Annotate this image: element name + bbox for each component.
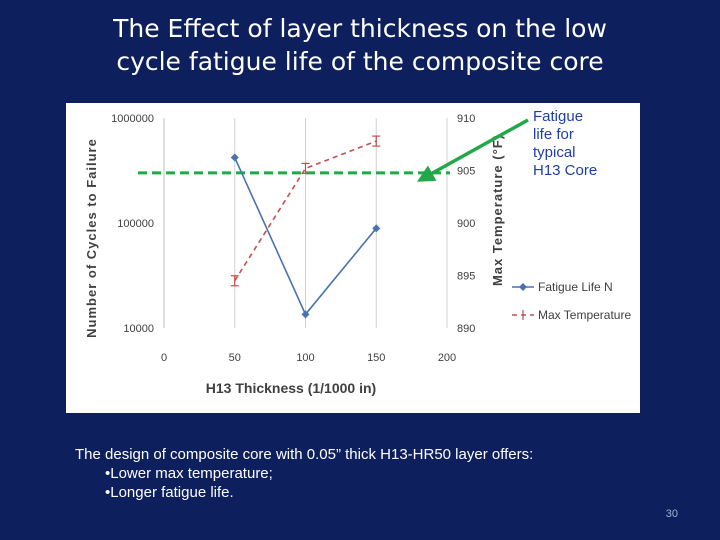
page-number: 30 bbox=[665, 508, 678, 520]
legend-label: Max Temperature bbox=[538, 308, 631, 322]
summary-intro: The design of composite core with 0.05” … bbox=[75, 446, 534, 463]
x-tick-label: 100 bbox=[296, 352, 314, 364]
max-temperature-point bbox=[372, 135, 381, 147]
callout-line-2: life for bbox=[533, 126, 574, 143]
fatigue-life-point bbox=[230, 153, 239, 162]
y-tick-label: 100000 bbox=[117, 218, 154, 230]
x-axis-title: H13 Thickness (1/1000 in) bbox=[206, 380, 376, 396]
y-axis-title: Number of Cycles to Failure bbox=[84, 138, 99, 338]
slide-title: The Effect of layer thickness on the low… bbox=[60, 12, 660, 78]
x-tick-label: 50 bbox=[229, 352, 241, 364]
x-tick-label: 150 bbox=[367, 352, 385, 364]
max-temperature-point bbox=[230, 275, 239, 287]
callout-line-4: H13 Core bbox=[533, 162, 598, 179]
y2-tick-label: 905 bbox=[457, 166, 475, 178]
callout-line-1: Fatigue bbox=[533, 108, 584, 125]
summary-text: The design of composite core with 0.05” … bbox=[75, 445, 695, 502]
legend-marker bbox=[519, 283, 527, 291]
x-tick-label: 0 bbox=[161, 352, 167, 364]
summary-bullet-1: •Lower max temperature; bbox=[105, 465, 273, 482]
y2-tick-label: 890 bbox=[457, 323, 475, 335]
y2-tick-label: 895 bbox=[457, 271, 475, 283]
y2-axis-title: Max Temperature (°F) bbox=[490, 134, 505, 286]
slide-title-line-1: The Effect of layer thickness on the low bbox=[113, 14, 607, 43]
fatigue-life-point bbox=[301, 310, 310, 319]
fatigue-life-point bbox=[372, 224, 381, 233]
legend-label: Fatigue Life N bbox=[538, 280, 613, 294]
summary-bullet-2: •Longer fatigue life. bbox=[105, 484, 234, 501]
y2-tick-label: 900 bbox=[457, 218, 475, 230]
y-tick-label: 1000000 bbox=[111, 113, 154, 125]
slide-title-line-2: cycle fatigue life of the composite core bbox=[116, 47, 604, 76]
max-temperature-line bbox=[234, 140, 377, 282]
max-temperature-point bbox=[301, 162, 310, 175]
reference-callout: Fatigue life for typical H13 Core bbox=[533, 108, 633, 180]
callout-line-3: typical bbox=[533, 144, 576, 161]
y2-tick-label: 910 bbox=[457, 113, 475, 125]
y-tick-label: 10000 bbox=[123, 323, 154, 335]
x-tick-label: 200 bbox=[438, 352, 456, 364]
